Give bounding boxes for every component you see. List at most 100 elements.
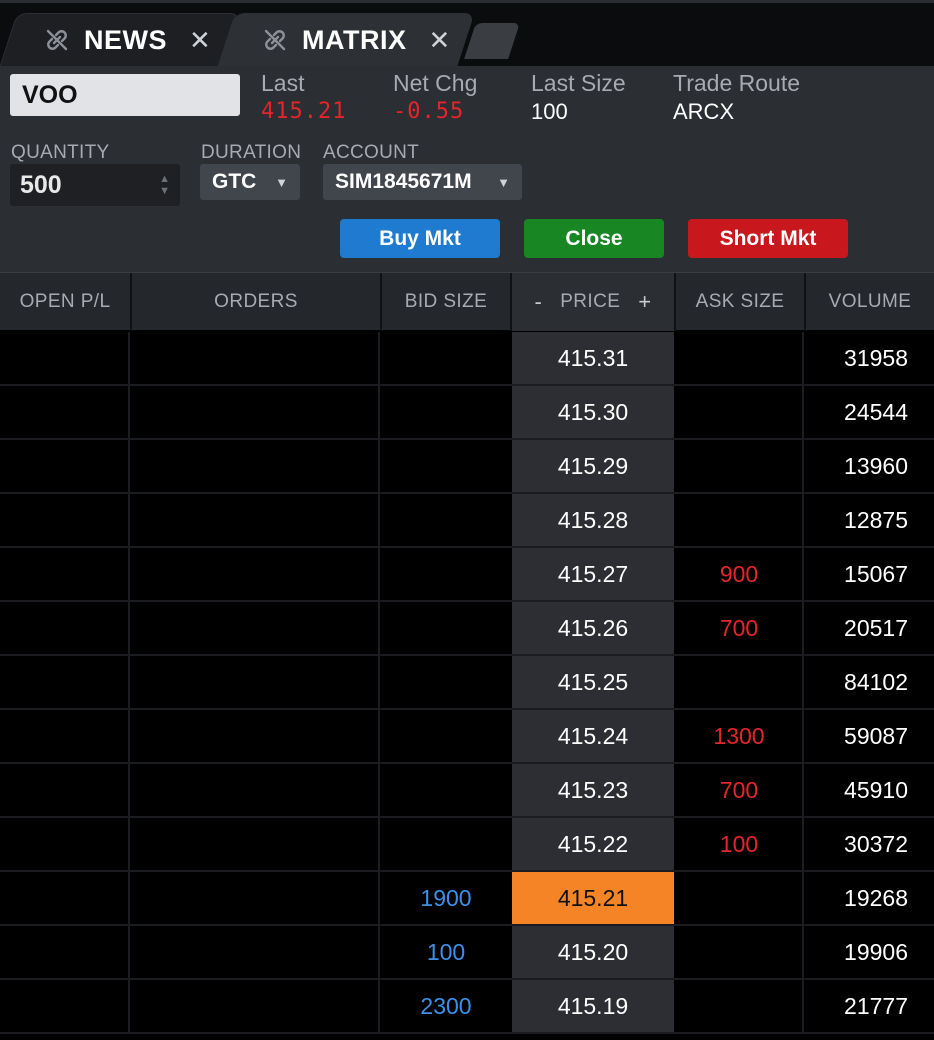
ask-size-cell[interactable]	[676, 656, 804, 708]
orders-cell[interactable]	[132, 872, 380, 924]
short-market-button[interactable]: Short Mkt	[688, 219, 848, 258]
column-open-pl[interactable]: OPEN P/L	[0, 273, 132, 331]
ask-size-cell[interactable]	[676, 440, 804, 492]
open-pl-cell	[0, 656, 130, 708]
ask-size-cell[interactable]: 700	[676, 602, 804, 654]
orders-cell[interactable]	[132, 548, 380, 600]
orders-cell[interactable]	[132, 656, 380, 708]
volume-cell: 20517	[844, 614, 908, 641]
ladder-row: 1900 415.21 19268	[0, 872, 934, 926]
open-pl-cell	[0, 710, 130, 762]
bid-size-cell[interactable]	[382, 332, 510, 384]
ladder-header: OPEN P/L ORDERS BID SIZE - PRICE + ASK S…	[0, 272, 934, 331]
column-orders[interactable]: ORDERS	[132, 273, 382, 331]
ladder-row: 415.31 31958	[0, 332, 934, 386]
close-tab-matrix-icon[interactable]: ✕	[428, 24, 451, 55]
tab-matrix[interactable]: MATRIX ✕	[217, 13, 475, 67]
symbol-input[interactable]: VOO	[10, 74, 240, 116]
tab-news[interactable]: NEWS ✕	[0, 13, 241, 67]
ask-size-cell[interactable]	[676, 926, 804, 978]
duration-value: GTC	[212, 170, 257, 193]
volume-cell: 31958	[844, 344, 908, 371]
trade-route-value: ARCX	[673, 99, 735, 124]
orders-cell[interactable]	[132, 602, 380, 654]
price-cell: 415.26	[512, 602, 674, 656]
volume-cell: 84102	[844, 668, 908, 695]
ask-size-cell[interactable]	[676, 872, 804, 924]
open-pl-cell	[0, 872, 130, 924]
bid-size-cell[interactable]	[382, 440, 510, 492]
volume-cell: 12875	[844, 506, 908, 533]
ask-size-cell[interactable]: 1300	[676, 710, 804, 762]
close-position-button[interactable]: Close	[524, 219, 664, 258]
bid-size-cell[interactable]	[382, 602, 510, 654]
orders-cell[interactable]	[132, 332, 380, 384]
stepper-arrows-icon[interactable]: ▲ ▼	[159, 173, 170, 197]
net-change-value: -0.55	[393, 99, 465, 124]
ladder-row: 415.30 24544	[0, 386, 934, 440]
bid-size-cell[interactable]	[382, 764, 510, 816]
orders-cell[interactable]	[132, 926, 380, 978]
price-decrement-button[interactable]: -	[534, 289, 543, 314]
ladder-row: 2300 415.19 21777	[0, 980, 934, 1034]
volume-cell: 13960	[844, 452, 908, 479]
open-pl-cell	[0, 602, 130, 654]
orders-cell[interactable]	[132, 440, 380, 492]
duration-label: DURATION	[201, 142, 302, 163]
bid-size-cell[interactable]: 2300	[420, 992, 472, 1019]
volume-cell: 21777	[844, 992, 908, 1019]
tab-news-label: NEWS	[84, 24, 167, 55]
trade-route-quote: Trade Route ARCX	[673, 70, 800, 125]
open-pl-cell	[0, 386, 130, 438]
bid-size-cell[interactable]: 1900	[420, 884, 472, 911]
orders-cell[interactable]	[132, 764, 380, 816]
column-ask-size[interactable]: ASK SIZE	[676, 273, 806, 331]
quantity-stepper[interactable]: 500 ▲ ▼	[10, 164, 180, 206]
orders-cell[interactable]	[132, 494, 380, 546]
bid-size-cell[interactable]	[382, 656, 510, 708]
ask-size-cell[interactable]: 700	[676, 764, 804, 816]
buy-market-button[interactable]: Buy Mkt	[340, 219, 500, 258]
ladder-row: 415.24 1300 59087	[0, 710, 934, 764]
last-size-value: 100	[531, 99, 568, 124]
price-cell: 415.23	[512, 764, 674, 818]
open-pl-cell	[0, 926, 130, 978]
chevron-down-icon: ▼	[275, 174, 288, 190]
orders-cell[interactable]	[132, 980, 380, 1032]
orders-cell[interactable]	[132, 818, 380, 870]
ask-size-cell[interactable]	[676, 980, 804, 1032]
bid-size-cell[interactable]	[382, 548, 510, 600]
close-tab-news-icon[interactable]: ✕	[189, 24, 212, 55]
duration-select[interactable]: GTC ▼	[200, 164, 300, 200]
net-change-label: Net Chg	[393, 70, 478, 96]
orders-cell[interactable]	[132, 386, 380, 438]
tab-matrix-label: MATRIX	[302, 24, 407, 55]
new-tab-button[interactable]	[464, 23, 520, 59]
bid-size-cell[interactable]	[382, 386, 510, 438]
bid-size-cell[interactable]	[382, 818, 510, 870]
volume-cell: 59087	[844, 722, 908, 749]
ladder-row: 415.26 700 20517	[0, 602, 934, 656]
account-select[interactable]: SIM1845671M ▼	[323, 164, 522, 200]
ask-size-cell[interactable]	[676, 332, 804, 384]
price-increment-button[interactable]: +	[638, 289, 652, 314]
price-cell: 415.25	[512, 656, 674, 710]
bid-size-cell[interactable]: 100	[426, 938, 466, 965]
link-icon	[262, 27, 288, 53]
ladder-row: 415.27 900 15067	[0, 548, 934, 602]
ask-size-cell[interactable]: 100	[676, 818, 804, 870]
ladder-row: 100 415.20 19906	[0, 926, 934, 980]
open-pl-cell	[0, 764, 130, 816]
column-volume[interactable]: VOLUME	[828, 291, 912, 312]
last-label: Last	[261, 70, 305, 96]
bid-size-cell[interactable]	[382, 494, 510, 546]
bid-size-cell[interactable]	[382, 710, 510, 762]
ask-size-cell[interactable]: 900	[676, 548, 804, 600]
ask-size-cell[interactable]	[676, 386, 804, 438]
column-bid-size[interactable]: BID SIZE	[382, 273, 512, 331]
price-cell: 415.20	[512, 926, 674, 980]
quantity-label: QUANTITY	[11, 142, 110, 163]
price-ladder: 415.31 31958 415.30 24544 415.29 13960 415.28 1…	[0, 332, 934, 1034]
orders-cell[interactable]	[132, 710, 380, 762]
ask-size-cell[interactable]	[676, 494, 804, 546]
